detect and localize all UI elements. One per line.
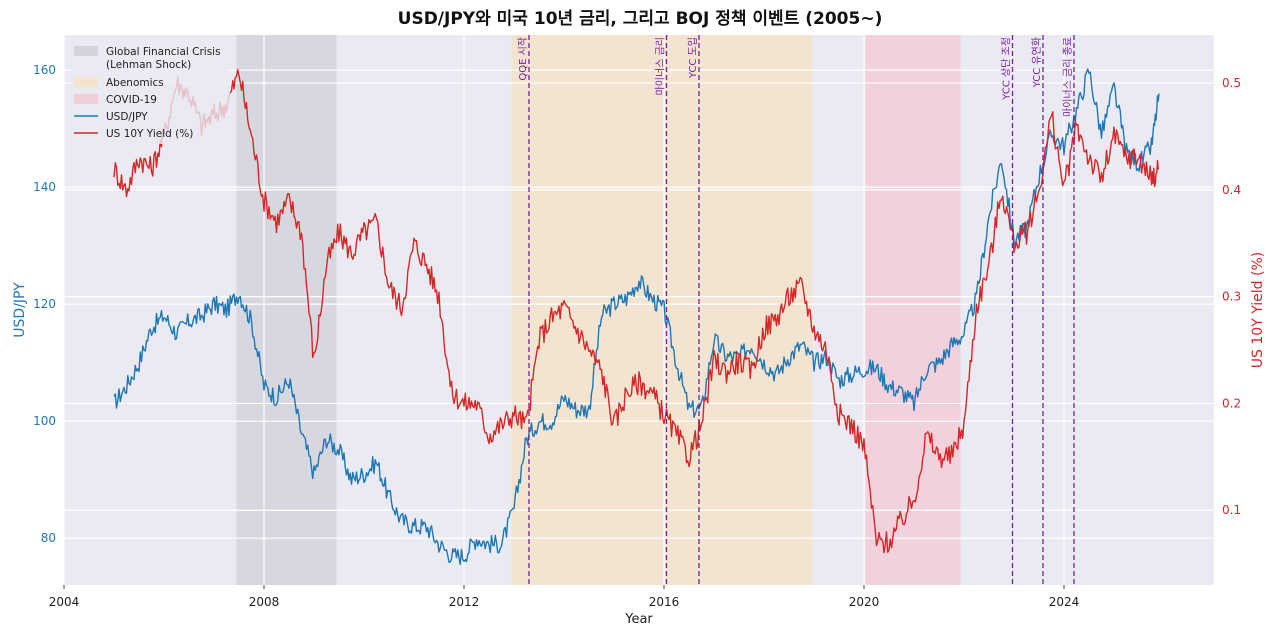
y-axis-left-label: USD/JPY — [12, 282, 28, 338]
shaded-periods — [236, 35, 961, 585]
event-label-0: QQE 시작 — [517, 37, 529, 81]
legend-series-label-0: USD/JPY — [106, 111, 148, 123]
series-line-us10y — [113, 68, 1160, 554]
legend: Global Financial Crisis(Lehman Shock) Abe… — [70, 40, 230, 144]
legend-label-1: Abenomics — [106, 77, 164, 89]
y-axis-right-label: US 10Y Yield (%) — [1250, 252, 1266, 368]
y-right-tick-label-2: 0.3 — [1222, 290, 1241, 304]
y-left-tick-label-3: 140 — [33, 180, 56, 194]
chart-title: USD/JPY와 미국 10년 금리, 그리고 BOJ 정책 이벤트 (2005… — [398, 9, 883, 29]
event-label-3: YCC 상단 조정 — [1001, 37, 1013, 101]
shaded-period-0 — [236, 35, 337, 585]
event-label-5: 마이너스 금리 종료 — [1062, 37, 1074, 117]
legend-frame — [70, 40, 230, 144]
series-lines — [113, 68, 1160, 566]
shaded-period-1 — [511, 35, 813, 585]
legend-label-2: COVID-19 — [106, 94, 157, 106]
shaded-period-2 — [865, 35, 961, 585]
y-left-tick-label-2: 120 — [33, 297, 56, 311]
x-tick-label-3: 2016 — [649, 595, 680, 609]
event-label-4: YCC 유연화 — [1031, 37, 1043, 88]
legend-swatch-1 — [74, 77, 98, 87]
y-right-tick-label-4: 0.5 — [1222, 76, 1241, 90]
legend-label-0: Global Financial Crisis — [106, 46, 221, 58]
x-axis-label: Year — [624, 612, 653, 627]
event-markers: QQE 시작 마이너스 금리 YCC 도입 YCC 상단 조정 YCC 유연화 마이너스 … — [517, 35, 1075, 585]
legend-label-0-line1: (Lehman Shock) — [106, 59, 191, 71]
legend-swatch-0 — [74, 46, 98, 56]
x-tick-label-4: 2020 — [849, 595, 880, 609]
event-label-2: YCC 도입 — [686, 37, 699, 79]
y-right-tick-label-0: 0.1 — [1222, 503, 1241, 517]
y-right-tick-label-1: 0.2 — [1222, 396, 1241, 410]
axes: 2004 2008 2012 2016 2020 2024 80 100 120 140 160 0.… — [33, 63, 1241, 609]
x-tick-label-0: 2004 — [49, 595, 80, 609]
series-line-usdjpy — [113, 68, 1160, 566]
gridlines — [63, 35, 1214, 585]
legend-series-label-1: US 10Y Yield (%) — [106, 128, 193, 140]
x-tick-label-5: 2024 — [1049, 595, 1080, 609]
legend-swatch-2 — [74, 94, 98, 104]
y-left-tick-label-4: 160 — [33, 63, 56, 77]
x-tick-label-1: 2008 — [249, 595, 280, 609]
event-label-1: 마이너스 금리 — [655, 37, 667, 95]
y-left-tick-label-0: 80 — [41, 531, 56, 545]
x-tick-label-2: 2012 — [449, 595, 480, 609]
y-left-tick-label-1: 100 — [33, 414, 56, 428]
y-right-tick-label-3: 0.4 — [1222, 183, 1241, 197]
